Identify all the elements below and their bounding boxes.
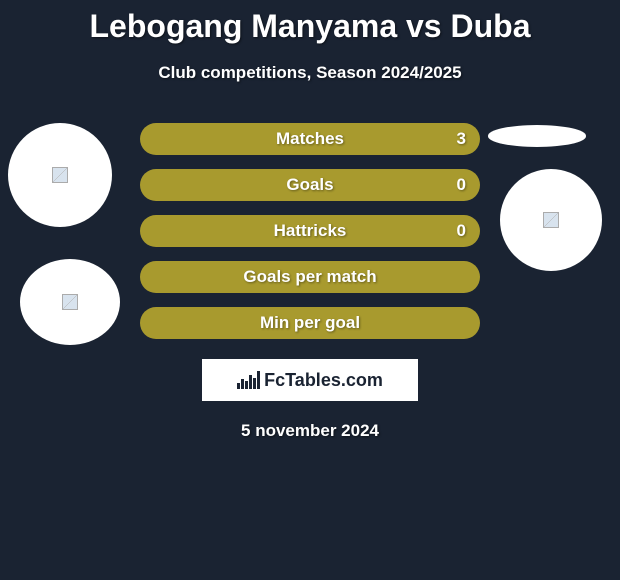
stat-label: Goals per match	[243, 267, 376, 287]
footer-date: 5 november 2024	[0, 421, 620, 441]
stat-label: Matches	[276, 129, 344, 149]
stat-value: 0	[457, 175, 466, 195]
stat-bar-goals: Goals 0	[140, 169, 480, 201]
stat-label: Goals	[286, 175, 333, 195]
stat-bar-matches: Matches 3	[140, 123, 480, 155]
page-subtitle: Club competitions, Season 2024/2025	[0, 63, 620, 83]
stat-bar-goals-per-match: Goals per match	[140, 261, 480, 293]
stat-label: Min per goal	[260, 313, 360, 333]
player-avatar-left-top	[8, 123, 112, 227]
main-content: Matches 3 Goals 0 Hattricks 0 Goals per …	[0, 123, 620, 441]
watermark: FcTables.com	[202, 359, 418, 401]
player-avatar-right	[500, 169, 602, 271]
stat-value: 0	[457, 221, 466, 241]
broken-image-icon	[543, 212, 559, 228]
broken-image-icon	[62, 294, 78, 310]
page-title: Lebogang Manyama vs Duba	[0, 0, 620, 45]
stat-bars-container: Matches 3 Goals 0 Hattricks 0 Goals per …	[140, 123, 480, 339]
broken-image-icon	[52, 167, 68, 183]
watermark-chart-icon	[237, 371, 260, 389]
player-avatar-left-bottom	[20, 259, 120, 345]
stat-label: Hattricks	[274, 221, 347, 241]
stat-value: 3	[457, 129, 466, 149]
watermark-text: FcTables.com	[264, 370, 383, 391]
stat-bar-hattricks: Hattricks 0	[140, 215, 480, 247]
stat-bar-min-per-goal: Min per goal	[140, 307, 480, 339]
ellipse-right-top	[488, 125, 586, 147]
